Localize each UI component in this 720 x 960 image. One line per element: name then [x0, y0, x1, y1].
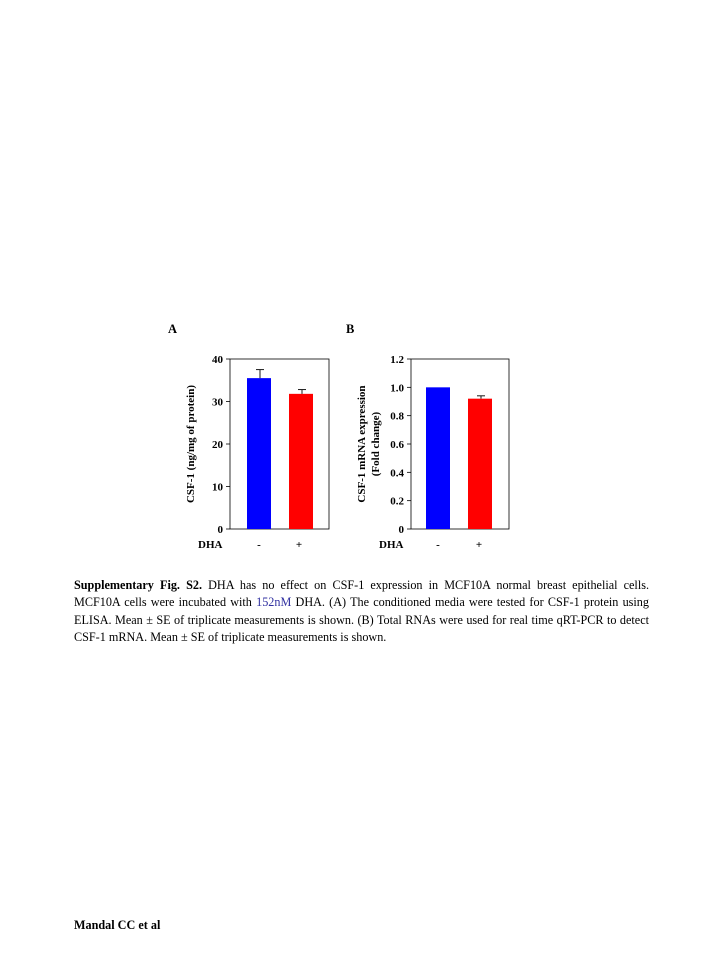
- panel-a-letter: A: [168, 322, 177, 336]
- panel-b-treatment-label: DHA: [379, 539, 404, 551]
- panel-a-ylabel: CSF-1 (ng/mg of protein): [185, 385, 197, 503]
- panel-a-treatment-level: +: [296, 539, 302, 551]
- supplementary-figure: A 0 10 20 30 40 CSF-1 (ng/mg of protein) DHA - + B…: [168, 322, 510, 551]
- panel-b-bar-2: [468, 398, 492, 529]
- panel-b-ytick-label: 1.0: [390, 382, 404, 394]
- panel-a-ytick-label: 40: [212, 354, 224, 366]
- panel-a-ytick-label: 0: [218, 524, 224, 536]
- panel-b-ytick-label: 0.6: [390, 439, 404, 451]
- panel-b-ytick-label: 0: [399, 524, 405, 536]
- panel-a-ytick-label: 30: [212, 397, 224, 409]
- panel-a-bar-1: [247, 378, 271, 529]
- panel-b-ytick-label: 0.8: [390, 411, 404, 423]
- panel-b-treatment-level: +: [476, 539, 482, 551]
- panel-b-treatment-level: -: [436, 539, 440, 551]
- panel-b-ylabel: CSF-1 mRNA expression: [356, 385, 368, 502]
- figure-caption: Supplementary Fig. S2. DHA has no effect…: [74, 577, 649, 646]
- panel-b-plot-frame: [410, 358, 510, 530]
- caption-lead: Supplementary Fig. S2.: [74, 578, 202, 593]
- caption-text-2: DHA. (A) The conditioned media were test…: [74, 595, 649, 644]
- panel-a-plot-frame: [229, 358, 330, 530]
- caption-highlight: 152nM: [256, 595, 292, 610]
- panel-a-treatment-label: DHA: [198, 539, 223, 551]
- panel-b-ylabel: (Fold change): [370, 411, 382, 476]
- panel-b-ytick-label: 1.2: [390, 354, 404, 366]
- panel-b-letter: B: [346, 322, 354, 336]
- panel-a-treatment-level: -: [257, 539, 261, 551]
- panel-a-bar-2: [289, 393, 313, 529]
- panel-b-bar-1: [426, 387, 450, 529]
- author-footer: Mandal CC et al: [74, 918, 161, 932]
- panel-b-ytick-label: 0.4: [390, 467, 404, 479]
- panel-a-ytick-label: 20: [212, 439, 224, 451]
- panel-a-ytick-label: 10: [212, 482, 224, 494]
- panel-b-ytick-label: 0.2: [390, 496, 404, 508]
- caption-text-1: DHA has no effect on CSF-1 expression in…: [74, 578, 649, 610]
